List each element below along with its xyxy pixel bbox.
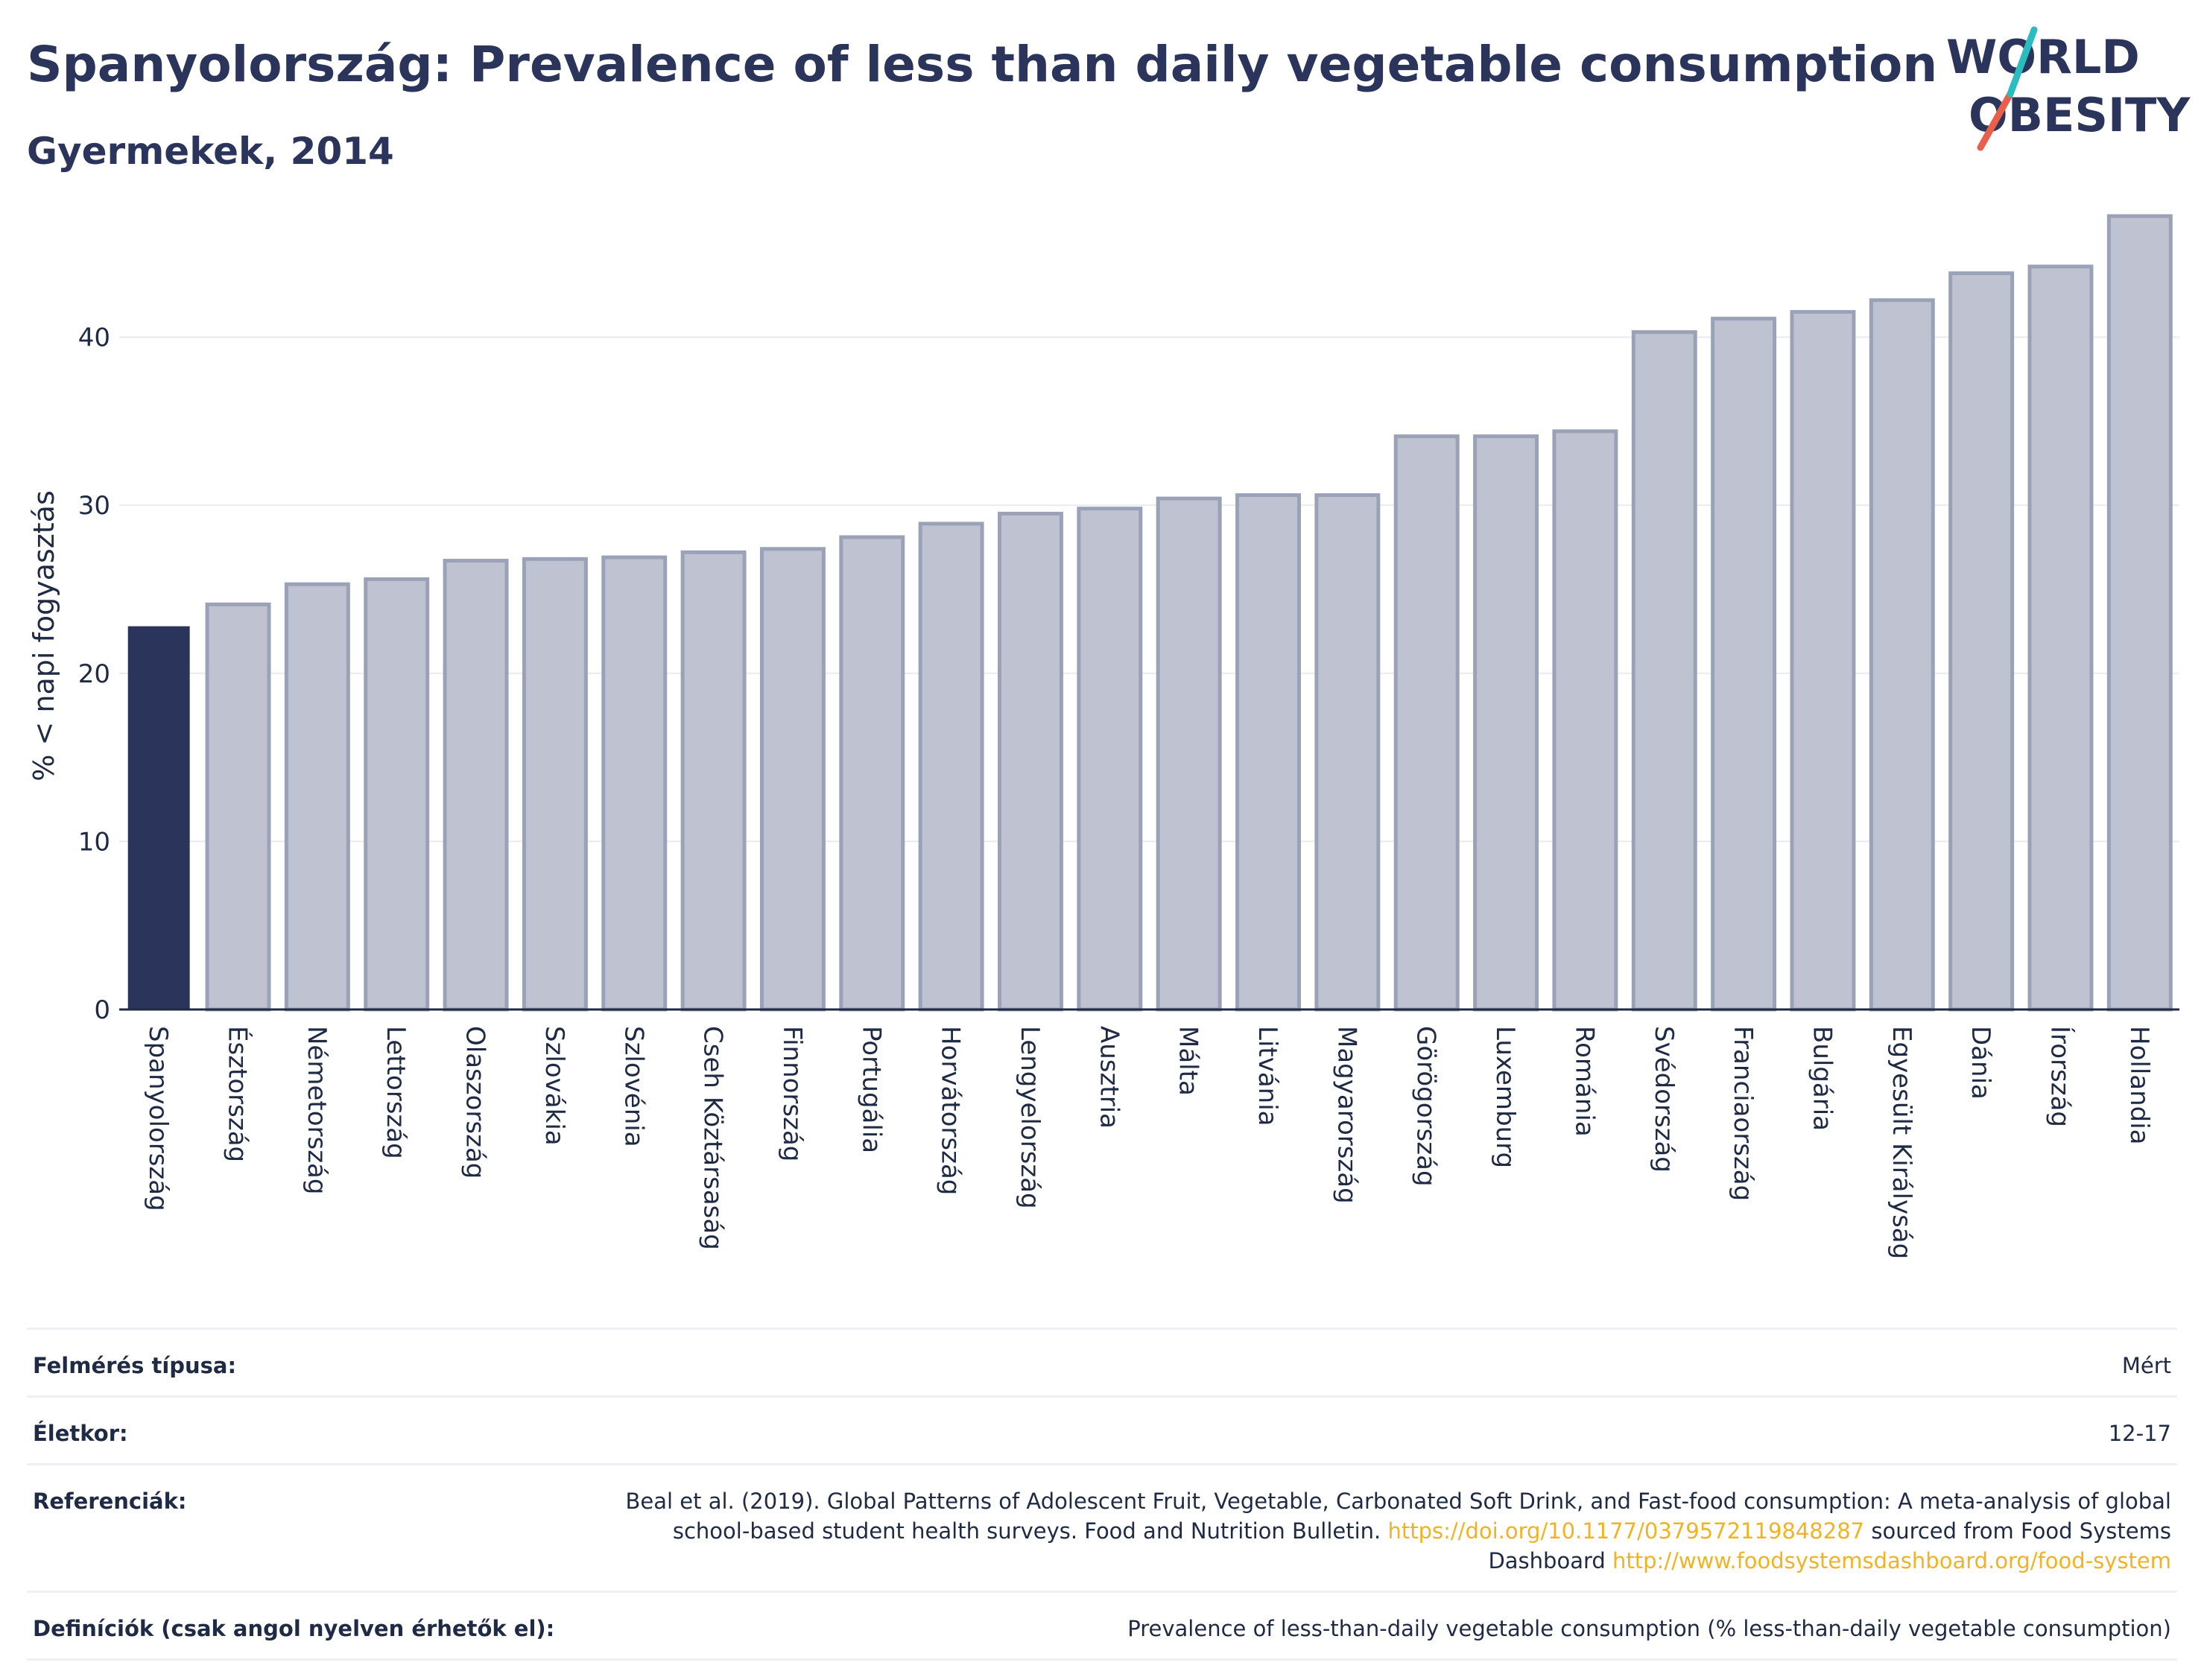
x-tick-label: Portugália (856, 1026, 886, 1153)
x-tick-label: Görögország (1411, 1026, 1441, 1187)
bar-19 (1631, 330, 1697, 1012)
x-tick-label: Svédország (1649, 1026, 1679, 1173)
x-tick-label: Olaszország (460, 1026, 490, 1179)
x-tick-label: Lengyelország (1015, 1026, 1045, 1209)
survey-type-value: Mért (2121, 1353, 2171, 1378)
x-tick-label: Magyarország (1331, 1026, 1361, 1204)
logo-slash-teal (2007, 26, 2038, 98)
x-tick-label: Franciaország (1728, 1026, 1758, 1201)
y-axis-label: % < napi fogyasztás (28, 490, 60, 781)
bars (127, 214, 2173, 1012)
bar-7 (680, 550, 747, 1012)
bar-24 (2027, 264, 2094, 1012)
x-tick-label: Cseh Köztársaság (698, 1026, 728, 1250)
bar-18 (1552, 429, 1618, 1012)
definitions-value: Prevalence of less-than-daily vegetable … (1127, 1616, 2171, 1641)
bar-16 (1393, 434, 1460, 1012)
x-tick-label: Hollandia (2124, 1026, 2154, 1145)
meta-row-survey-type: Felmérés típusa: Mért (27, 1328, 2177, 1395)
meta-row-age: Életkor: 12-17 (27, 1395, 2177, 1463)
x-tick-label: Litvánia (1253, 1026, 1282, 1126)
y-tick-label: 10 (78, 827, 110, 857)
x-tick-labels: Spanyolország Észtország Németország Lettor… (143, 1026, 2154, 1259)
bar-20 (1711, 317, 1777, 1012)
doi-link[interactable]: https://doi.org/10.1177/0379572119848287 (1387, 1518, 1865, 1544)
x-tick-label: Lettország (381, 1026, 411, 1159)
bar-11 (998, 511, 1063, 1012)
x-tick-label: Málta (1174, 1026, 1203, 1096)
bar-8 (759, 547, 826, 1012)
references-label: Referenciák: (33, 1489, 187, 1514)
x-tick-label: Szlovénia (618, 1026, 648, 1147)
logo-word-world: WORLD (1946, 30, 2140, 84)
reference-source-text: sourced from Food Systems Dashboard (1488, 1518, 2171, 1573)
bar-21 (1790, 310, 1856, 1012)
y-tick-label: 30 (78, 491, 110, 521)
x-tick-label: Ausztria (1094, 1026, 1124, 1129)
bar-1 (205, 602, 271, 1012)
bar-10 (918, 522, 984, 1012)
logo-slash-red (1977, 90, 2014, 151)
bar-25 (2106, 214, 2173, 1012)
world-obesity-logo: WORLD OBESITY (1946, 26, 2191, 151)
y-tick-label: 0 (94, 995, 110, 1025)
x-tick-label: Románia (1569, 1026, 1599, 1137)
bar-2 (284, 582, 350, 1012)
bar-17 (1473, 434, 1539, 1012)
survey-type-label: Felmérés típusa: (33, 1353, 237, 1378)
bar-23 (1948, 271, 2015, 1012)
age-value: 12-17 (2108, 1421, 2171, 1446)
meta-row-definitions: Definíciók (csak angol nyelven érhetők e… (27, 1591, 2177, 1661)
dashboard-link[interactable]: http://www.foodsystemsdashboard.org/food… (1612, 1548, 2171, 1573)
bar-chart: 0 10 20 30 40 Spanyolország Észtország Németor… (28, 214, 2179, 1259)
bar-12 (1077, 507, 1143, 1012)
bar-0 (127, 626, 190, 1009)
y-tick-label: 20 (78, 659, 110, 689)
chart-subtitle: Gyermekek, 2014 (27, 130, 394, 173)
meta-row-references: Referenciák: Beal et al. (2019). Global … (27, 1463, 2177, 1591)
x-tick-label: Bulgária (1807, 1026, 1837, 1131)
x-tick-label: Szlovákia (539, 1026, 569, 1146)
x-tick-label: Spanyolország (143, 1026, 173, 1211)
age-label: Életkor: (33, 1421, 128, 1446)
bar-14 (1235, 493, 1301, 1012)
x-tick-label: Egyesült Királyság (1887, 1026, 1916, 1259)
chart-title: Spanyolország: Prevalence of less than d… (27, 36, 1938, 93)
bar-9 (839, 535, 905, 1012)
x-tick-label: Horvátország (936, 1026, 966, 1195)
bar-22 (1869, 298, 1935, 1012)
x-tick-label: Finnország (777, 1026, 807, 1161)
bar-5 (522, 557, 588, 1012)
definitions-label: Definíciók (csak angol nyelven érhetők e… (33, 1616, 555, 1641)
bar-15 (1314, 493, 1381, 1012)
metadata-table: Felmérés típusa: Mért Életkor: 12-17 Ref… (27, 1328, 2177, 1661)
x-tick-label: Németország (302, 1026, 332, 1194)
references-value: Beal et al. (2019). Global Patterns of A… (584, 1486, 2171, 1576)
x-tick-label: Luxemburg (1490, 1026, 1520, 1168)
bar-6 (601, 555, 668, 1012)
y-tick-labels: 0 10 20 30 40 (78, 323, 110, 1026)
y-tick-label: 40 (78, 323, 110, 353)
x-tick-label: Írország (2045, 1026, 2075, 1127)
bar-3 (364, 577, 430, 1012)
bar-13 (1156, 496, 1222, 1012)
x-tick-label: Észtország (223, 1026, 253, 1162)
x-tick-label: Dánia (1966, 1026, 1995, 1100)
reference-text: Beal et al. (2019). Global Patterns of A… (625, 1489, 2171, 1544)
bar-4 (443, 559, 509, 1012)
